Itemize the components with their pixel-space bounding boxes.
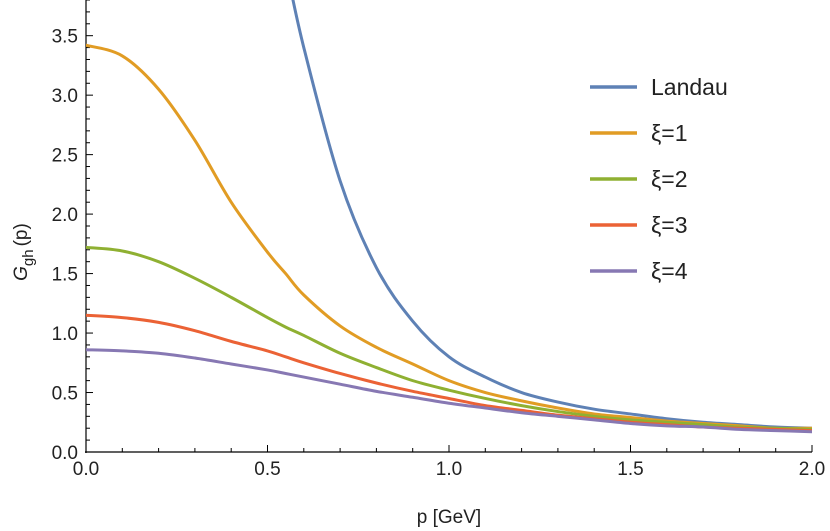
- y-axis-title: Ggh (p): [11, 223, 37, 281]
- x-axis-title: p [GeV]: [417, 507, 481, 528]
- legend-label-1: ξ=1: [651, 120, 688, 146]
- y-tick-label: 2.5: [52, 146, 78, 167]
- legend-label-2: ξ=2: [651, 166, 688, 192]
- axes: [85, 0, 812, 453]
- y-axis-title-main: G: [11, 266, 32, 281]
- legend-label-4: ξ=4: [651, 258, 688, 284]
- x-tick-label: 2.0: [799, 459, 825, 480]
- axis-ticks: 0.0 0.5 1.0 1.5 2.0 0.0 0.5 1.0 1.5 2.0 2.5 3.0 3.5: [52, 0, 825, 480]
- y-tick-label: 3.0: [52, 86, 78, 107]
- x-tick-label: 0.0: [73, 459, 99, 480]
- x-tick-label: 1.5: [617, 459, 643, 480]
- legend-label-3: ξ=3: [651, 212, 688, 238]
- y-tick-label: 1.0: [52, 324, 78, 345]
- y-tick-label: 0.0: [52, 443, 78, 464]
- x-tick-label: 0.5: [254, 459, 280, 480]
- legend-label-0: Landau: [651, 74, 728, 100]
- series-line-4: [86, 348, 812, 434]
- x-tick-label: 1.0: [436, 459, 462, 480]
- y-tick-label: 0.5: [52, 384, 78, 405]
- series-line-3: [86, 313, 812, 433]
- series-line-1: [86, 43, 812, 430]
- legend: Landau ξ=1 ξ=2 ξ=3 ξ=4: [590, 74, 728, 284]
- y-tick-label: 2.0: [52, 205, 78, 226]
- y-tick-label: 3.5: [52, 27, 78, 48]
- y-axis-title-sub: gh: [20, 249, 37, 266]
- y-axis-title-suffix: (p): [11, 223, 32, 246]
- y-tick-label: 1.5: [52, 265, 78, 286]
- series-lines: [86, 0, 812, 434]
- series-line-2: [86, 245, 812, 431]
